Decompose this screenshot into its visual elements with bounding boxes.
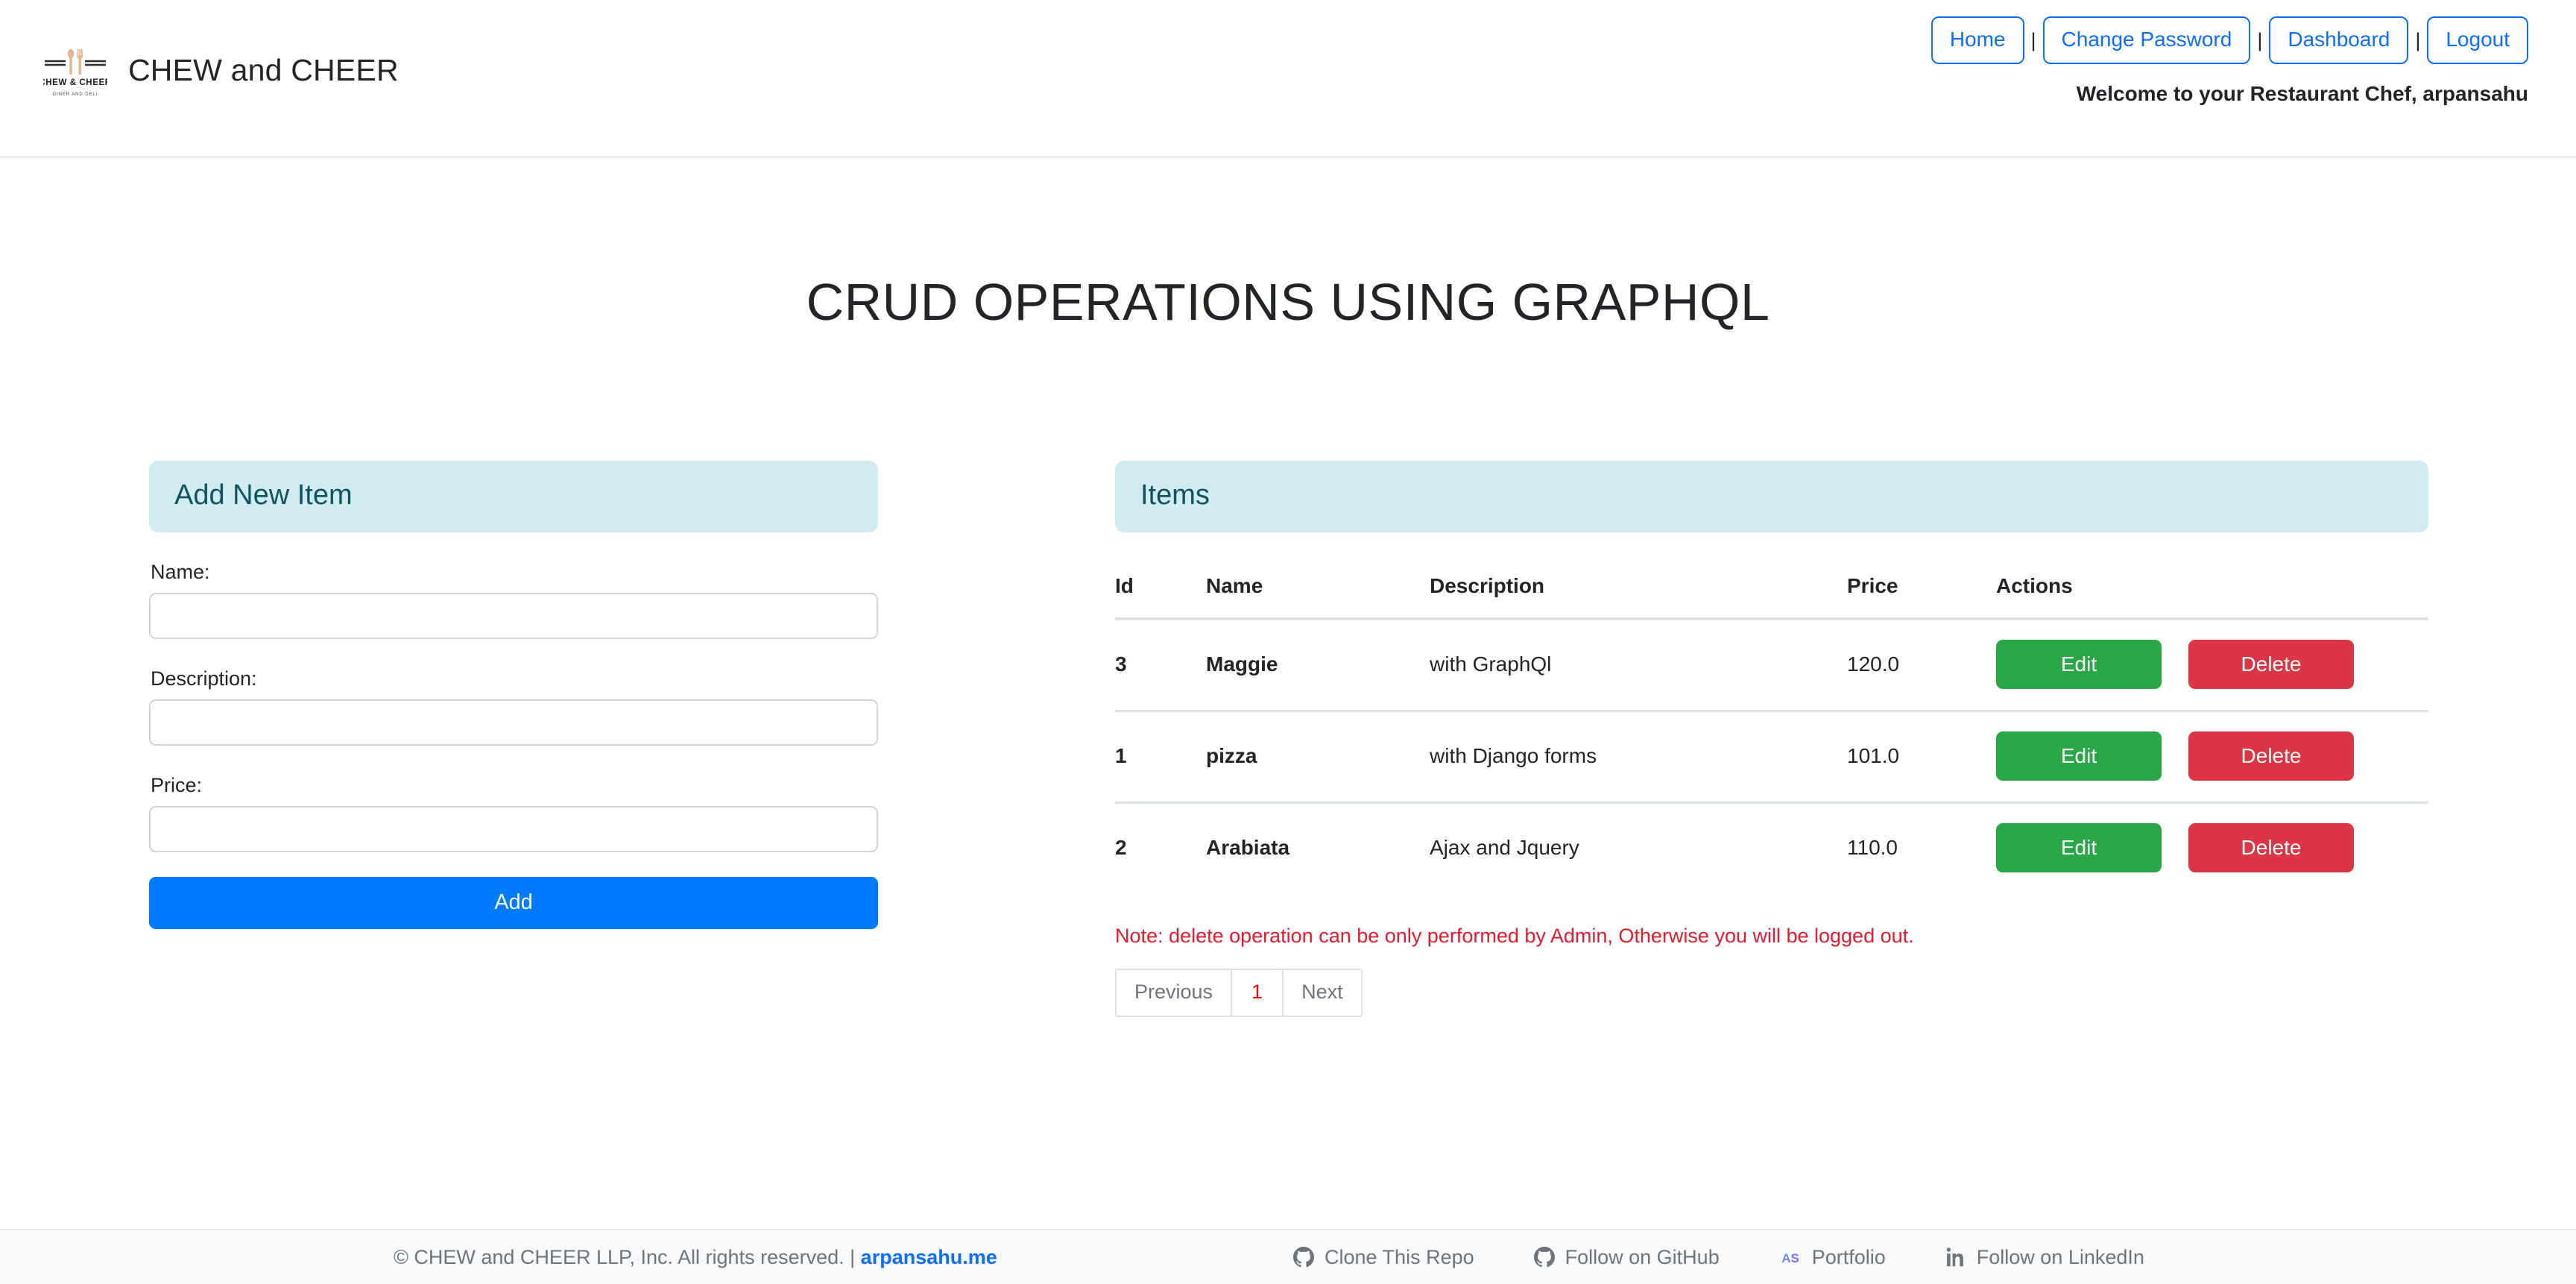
price-input[interactable] (149, 805, 878, 852)
description-label: Description: (151, 667, 257, 690)
edit-button[interactable]: Edit (1996, 822, 2162, 872)
table-row: 3 Maggie with GraphQl 120.0 Edit Delete (1115, 617, 2428, 711)
delete-button[interactable]: Delete (2188, 731, 2354, 781)
copyright-link[interactable]: arpansahu.me (860, 1245, 997, 1268)
pagination: Previous 1 Next (1115, 968, 1363, 1017)
nav-separator: | (2030, 28, 2036, 51)
cell-actions: Edit Delete (1996, 801, 2428, 893)
nav-separator: | (2415, 28, 2421, 51)
cell-id: 3 (1115, 617, 1206, 711)
nav-separator: | (2257, 28, 2263, 51)
footer-portfolio[interactable]: AS Portfolio (1779, 1246, 1886, 1269)
name-input[interactable] (149, 592, 878, 639)
table-header-row: Id Name Description Price Actions (1115, 557, 2428, 620)
column-header-id: Id (1115, 557, 1206, 620)
cell-name: Maggie (1206, 617, 1430, 711)
cell-price: 110.0 (1847, 801, 1996, 893)
svg-text:DINER AND DELI: DINER AND DELI (53, 92, 98, 97)
add-item-panel: Add New Item Name: Description: Price: A… (149, 461, 878, 929)
main-nav: Home | Change Password | Dashboard | Log… (1931, 16, 2528, 64)
nav-logout[interactable]: Logout (2427, 16, 2528, 64)
footer-follow-github[interactable]: Follow on GitHub (1533, 1245, 1720, 1269)
footer-link-label: Follow on LinkedIn (1976, 1245, 2144, 1268)
column-header-price: Price (1847, 557, 1996, 620)
svg-text:CHEW & CHEER: CHEW & CHEER (43, 78, 107, 87)
footer-link-label: Follow on GitHub (1565, 1245, 1720, 1268)
as-monogram-icon: AS (1779, 1247, 1802, 1268)
brand[interactable]: CHEW & CHEER DINER AND DELI CHEW and CHE… (39, 39, 399, 101)
column-header-name: Name (1206, 557, 1430, 620)
table-row: 1 pizza with Django forms 101.0 Edit Del… (1115, 709, 2428, 803)
delete-button[interactable]: Delete (2188, 639, 2354, 689)
delete-permission-note: Note: delete operation can be only perfo… (1115, 924, 1914, 947)
cell-actions: Edit Delete (1996, 709, 2428, 803)
cell-actions: Edit Delete (1996, 617, 2428, 711)
cell-id: 1 (1115, 709, 1206, 803)
cell-name: Arabiata (1206, 801, 1430, 893)
column-header-description: Description (1430, 557, 1847, 620)
footer-clone-repo[interactable]: Clone This Repo (1293, 1246, 1474, 1269)
brand-title: CHEW and CHEER (128, 52, 399, 87)
cell-id: 2 (1115, 801, 1206, 893)
table-row: 2 Arabiata Ajax and Jquery 110.0 Edit De… (1115, 801, 2428, 893)
fork-and-spoon-logo-icon: CHEW & CHEER DINER AND DELI (39, 39, 111, 101)
cell-name: pizza (1206, 709, 1430, 803)
footer-link-label: Portfolio (1811, 1245, 1886, 1268)
items-table: Id Name Description Price Actions 3 Magg… (1115, 557, 2428, 893)
cell-price: 120.0 (1847, 617, 1996, 711)
price-label: Price: (151, 773, 203, 796)
nav-dashboard[interactable]: Dashboard (2269, 16, 2409, 64)
pagination-next[interactable]: Next (1282, 968, 1363, 1017)
nav-change-password[interactable]: Change Password (2042, 16, 2251, 64)
github-icon (1293, 1247, 1314, 1268)
column-header-actions: Actions (1996, 557, 2428, 620)
footer-link-label: Clone This Repo (1325, 1245, 1474, 1268)
pagination-previous[interactable]: Previous (1115, 968, 1231, 1017)
add-button[interactable]: Add (149, 876, 878, 929)
edit-button[interactable]: Edit (1996, 639, 2162, 689)
edit-button[interactable]: Edit (1996, 731, 2162, 781)
add-item-card-header: Add New Item (149, 461, 878, 532)
github-icon (1533, 1247, 1555, 1268)
linkedin-icon (1945, 1247, 1966, 1268)
footer-follow-linkedin[interactable]: Follow on LinkedIn (1945, 1246, 2144, 1269)
pagination-current-page[interactable]: 1 (1231, 968, 1283, 1017)
footer-links: Clone This Repo Follow on GitHub (1293, 1246, 2144, 1269)
copyright: © CHEW and CHEER LLP, Inc. All rights re… (394, 1246, 997, 1269)
cell-description: with Django forms (1430, 709, 1847, 803)
site-footer: © CHEW and CHEER LLP, Inc. All rights re… (0, 1229, 2576, 1284)
items-panel: Items Id Name Description Price Actions … (1115, 461, 2428, 1017)
svg-text:AS: AS (1781, 1251, 1799, 1265)
page-title: CRUD OPERATIONS USING GRAPHQL (806, 272, 1770, 331)
delete-button[interactable]: Delete (2188, 822, 2354, 872)
copyright-text: © CHEW and CHEER LLP, Inc. All rights re… (394, 1245, 856, 1268)
cell-price: 101.0 (1847, 709, 1996, 803)
welcome-message: Welcome to your Restaurant Chef, arpansa… (2076, 82, 2528, 105)
cell-description: Ajax and Jquery (1430, 801, 1847, 893)
name-label: Name: (151, 560, 210, 583)
cell-description: with GraphQl (1430, 617, 1847, 711)
site-header: CHEW & CHEER DINER AND DELI CHEW and CHE… (0, 0, 2576, 158)
items-card-header: Items (1115, 461, 2428, 532)
description-input[interactable] (149, 699, 878, 746)
nav-home[interactable]: Home (1931, 16, 2024, 64)
